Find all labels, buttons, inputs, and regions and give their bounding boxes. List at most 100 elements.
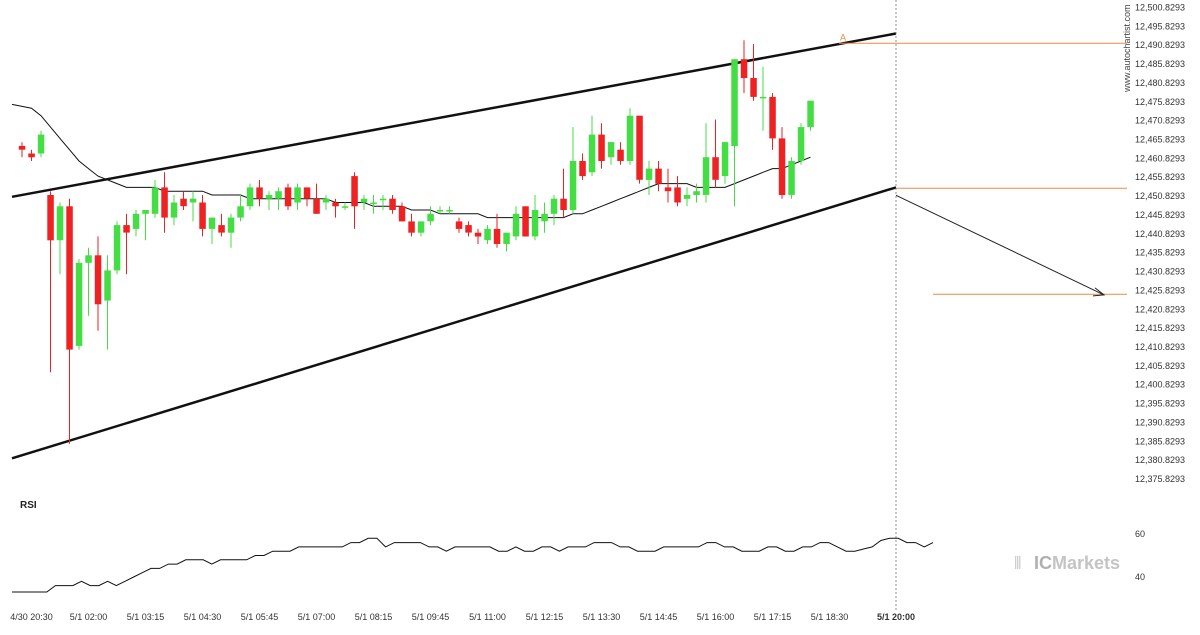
candle-body [189, 198, 197, 203]
candle-body [151, 187, 159, 214]
candle-body [123, 225, 130, 233]
candle-body [683, 195, 691, 199]
candle-body [674, 187, 681, 203]
candle-body [161, 187, 168, 218]
time-tick-label: 5/1 07:00 [298, 612, 336, 622]
candle-body [180, 198, 187, 207]
price-tick-label: 12,425.8293 [1135, 285, 1185, 295]
candle-body [341, 206, 349, 208]
time-tick-label: 5/1 03:15 [127, 612, 165, 622]
candle-body [218, 225, 225, 233]
candle-body [512, 213, 520, 237]
time-tick-label: 4/30 20:30 [10, 612, 53, 622]
candle-body [740, 59, 748, 79]
time-tick-label: 5/1 12:15 [526, 612, 564, 622]
price-tick-label: 12,440.8293 [1135, 229, 1185, 239]
candle-body [750, 78, 757, 97]
time-tick-label: 5/1 17:15 [754, 612, 792, 622]
price-tick-label: 12,400.8293 [1135, 380, 1185, 390]
overlay-group [895, 0, 1106, 610]
price-tick-label: 12,420.8293 [1135, 304, 1185, 314]
wedge-lower-line [11, 186, 897, 460]
candle-body [560, 198, 567, 210]
candle-body [351, 176, 358, 207]
candle-body [550, 198, 558, 214]
projection-arrow-head [1092, 287, 1106, 297]
candle-body [256, 187, 263, 199]
candle-body [284, 187, 292, 207]
candle-body [332, 202, 339, 207]
candle-body [18, 145, 26, 150]
candle-body [237, 206, 244, 218]
candle-body [427, 213, 434, 222]
candle-body [655, 168, 662, 184]
svg-text:ICMarkets: ICMarkets [1034, 553, 1120, 573]
candle-body [75, 262, 83, 346]
candle-body [227, 217, 235, 233]
candle-body [199, 202, 206, 229]
price-tick-label: 12,460.8293 [1135, 153, 1185, 163]
price-tick-label: 12,475.8293 [1135, 97, 1185, 107]
price-tick-label: 12,395.8293 [1135, 399, 1185, 409]
price-tick-label: 12,375.8293 [1135, 474, 1185, 484]
candle-body [303, 187, 311, 199]
candle-body [617, 149, 624, 161]
candle-body [275, 191, 282, 199]
moving-average-group [11, 103, 811, 219]
brand-name: Markets [1052, 553, 1120, 573]
candle-body [778, 138, 786, 195]
wedge-pattern-group [11, 32, 897, 460]
price-tick-label: 12,430.8293 [1135, 267, 1185, 277]
price-tick-label: 12,490.8293 [1135, 40, 1185, 50]
candle-body [721, 142, 729, 176]
candle-body [807, 100, 814, 128]
candle-body [702, 157, 710, 195]
time-tick-label: 5/1 08:15 [355, 612, 393, 622]
price-tick-label: 12,450.8293 [1135, 191, 1185, 201]
candle-body [474, 232, 482, 237]
candle-body [294, 187, 301, 203]
projection-arrow [895, 194, 1105, 296]
candle-body [47, 195, 54, 241]
candle-body [389, 198, 396, 210]
candle-body [208, 217, 216, 229]
candle-body [484, 228, 491, 241]
time-tick-label: 5/1 16:00 [697, 612, 735, 622]
time-tick-label: 5/1 18:30 [811, 612, 849, 622]
time-tick-label: 5/1 09:45 [412, 612, 450, 622]
price-tick-label: 12,410.8293 [1135, 342, 1185, 352]
candle-body [322, 198, 330, 203]
time-axis: 4/30 20:30 5/1 02:00 5/1 03:15 5/1 04:30 5/1… [10, 612, 915, 622]
price-tick-label: 12,390.8293 [1135, 417, 1185, 427]
candle-body [313, 198, 320, 214]
price-tick-label: 12,380.8293 [1135, 455, 1185, 465]
candle-body [56, 206, 64, 241]
price-tick-label: 12,455.8293 [1135, 172, 1185, 182]
price-tick-label: 12,445.8293 [1135, 210, 1185, 220]
candle-body [626, 115, 634, 161]
candle-body [636, 115, 643, 180]
candle-body [37, 134, 45, 154]
price-tick-label: 12,435.8293 [1135, 248, 1185, 258]
candle-body [645, 168, 653, 180]
time-tick-label: 5/1 05:45 [241, 612, 279, 622]
time-tick-label: 5/1 13:30 [583, 612, 621, 622]
candle-body [693, 191, 700, 195]
rsi-line [12, 537, 934, 593]
candle-body [398, 206, 406, 222]
candle-body [104, 270, 111, 301]
candles-group [18, 40, 814, 444]
price-tick-label: 12,385.8293 [1135, 436, 1185, 446]
candle-body [664, 187, 672, 192]
time-tick-label: 5/1 02:00 [70, 612, 108, 622]
candle-body [541, 213, 548, 222]
candle-body [408, 221, 415, 233]
time-tick-label: 5/1 04:30 [184, 612, 222, 622]
price-axis: 12,500.8293 12,495.8293 12,490.8293 12,485.… [1135, 3, 1185, 485]
candle-body [370, 202, 377, 204]
rsi-panel: RSI 60 40 [12, 500, 1145, 593]
brand-icon: ⦀ [1014, 554, 1021, 573]
level-lines-group: A [839, 32, 1127, 295]
